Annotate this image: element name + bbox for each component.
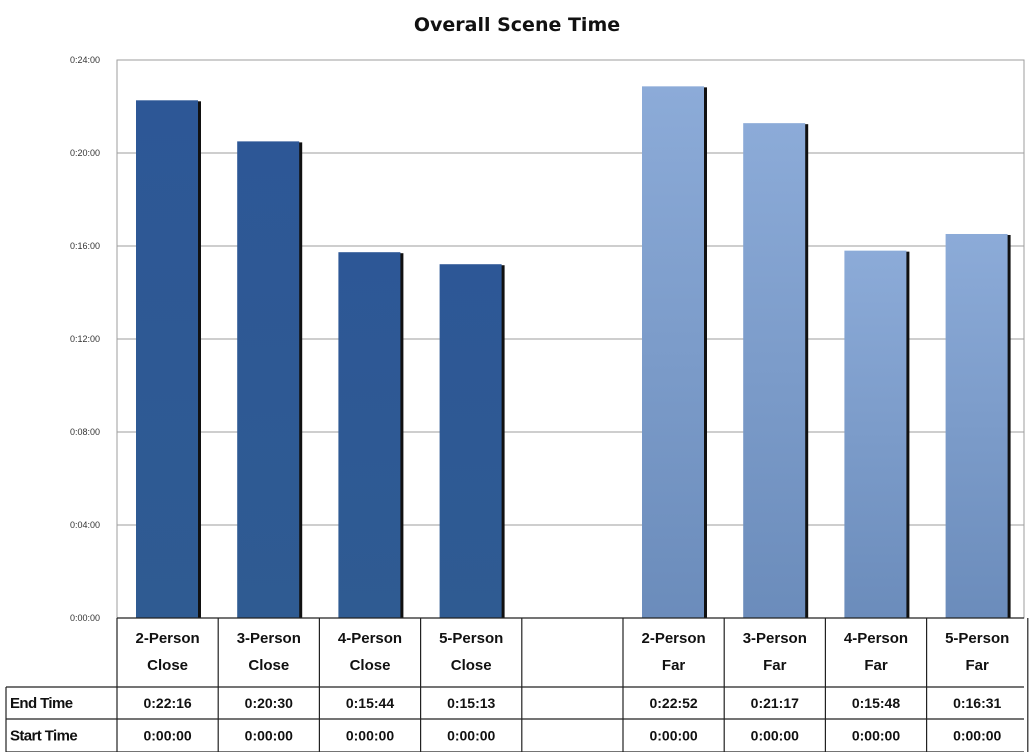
table-cell-value: 0:00:00 <box>953 728 1001 744</box>
table-row-label: Start Time <box>10 728 77 745</box>
table-cell-value: 0:22:16 <box>143 695 191 711</box>
table-cell-value: 0:00:00 <box>852 728 900 744</box>
table-cell-value: 0:20:30 <box>245 695 293 711</box>
y-tick-label: 0:24:00 <box>70 55 100 65</box>
category-label: Far <box>966 657 990 674</box>
bar <box>844 250 907 618</box>
category-label: Close <box>147 657 188 674</box>
table-cell-value: 0:00:00 <box>245 728 293 744</box>
table-cell-value: 0:00:00 <box>649 728 697 744</box>
table-cell-value: 0:00:00 <box>143 728 191 744</box>
category-label: 3-Person <box>743 630 807 647</box>
table-cell-value: 0:16:31 <box>953 695 1001 711</box>
category-label: 2-Person <box>641 630 705 647</box>
table-cell-value: 0:15:44 <box>346 695 394 711</box>
table-cell-value: 0:22:52 <box>649 695 697 711</box>
table-row-label: End Time <box>10 695 73 712</box>
category-label: 4-Person <box>844 630 908 647</box>
category-label: 5-Person <box>439 630 503 647</box>
bar-layer <box>136 86 1011 619</box>
category-label: Far <box>662 657 686 674</box>
table-cell-value: 0:00:00 <box>751 728 799 744</box>
y-tick-label: 0:12:00 <box>70 334 100 344</box>
bar <box>338 252 401 618</box>
bar <box>743 123 806 618</box>
table-cell-value: 0:15:48 <box>852 695 900 711</box>
category-label: Close <box>451 657 492 674</box>
y-tick-label: 0:20:00 <box>70 148 100 158</box>
category-label: 3-Person <box>237 630 301 647</box>
bar <box>945 233 1008 619</box>
data-table: 2-Person Close 3-Person Close 4-Person Close 5… <box>5 617 1029 752</box>
category-label: 4-Person <box>338 630 402 647</box>
table-cell-value: 0:00:00 <box>346 728 394 744</box>
bar <box>237 141 300 618</box>
category-label: Far <box>864 657 888 674</box>
table-cell-value: 0:15:13 <box>447 695 495 711</box>
category-label: Far <box>763 657 787 674</box>
y-tick-label: 0:08:00 <box>70 427 100 437</box>
category-label: Close <box>350 657 391 674</box>
category-label: 2-Person <box>135 630 199 647</box>
table-cell-value: 0:00:00 <box>447 728 495 744</box>
bar <box>136 100 198 619</box>
bar <box>642 86 704 619</box>
bar <box>439 264 502 618</box>
category-label: 5-Person <box>945 630 1009 647</box>
chart-title: Overall Scene Time <box>413 14 621 36</box>
y-tick-label: 0:16:00 <box>70 241 100 251</box>
category-label: Close <box>248 657 289 674</box>
y-tick-label: 0:00:00 <box>70 613 100 623</box>
y-tick-label: 0:04:00 <box>70 520 100 530</box>
table-cell-value: 0:21:17 <box>751 695 799 711</box>
